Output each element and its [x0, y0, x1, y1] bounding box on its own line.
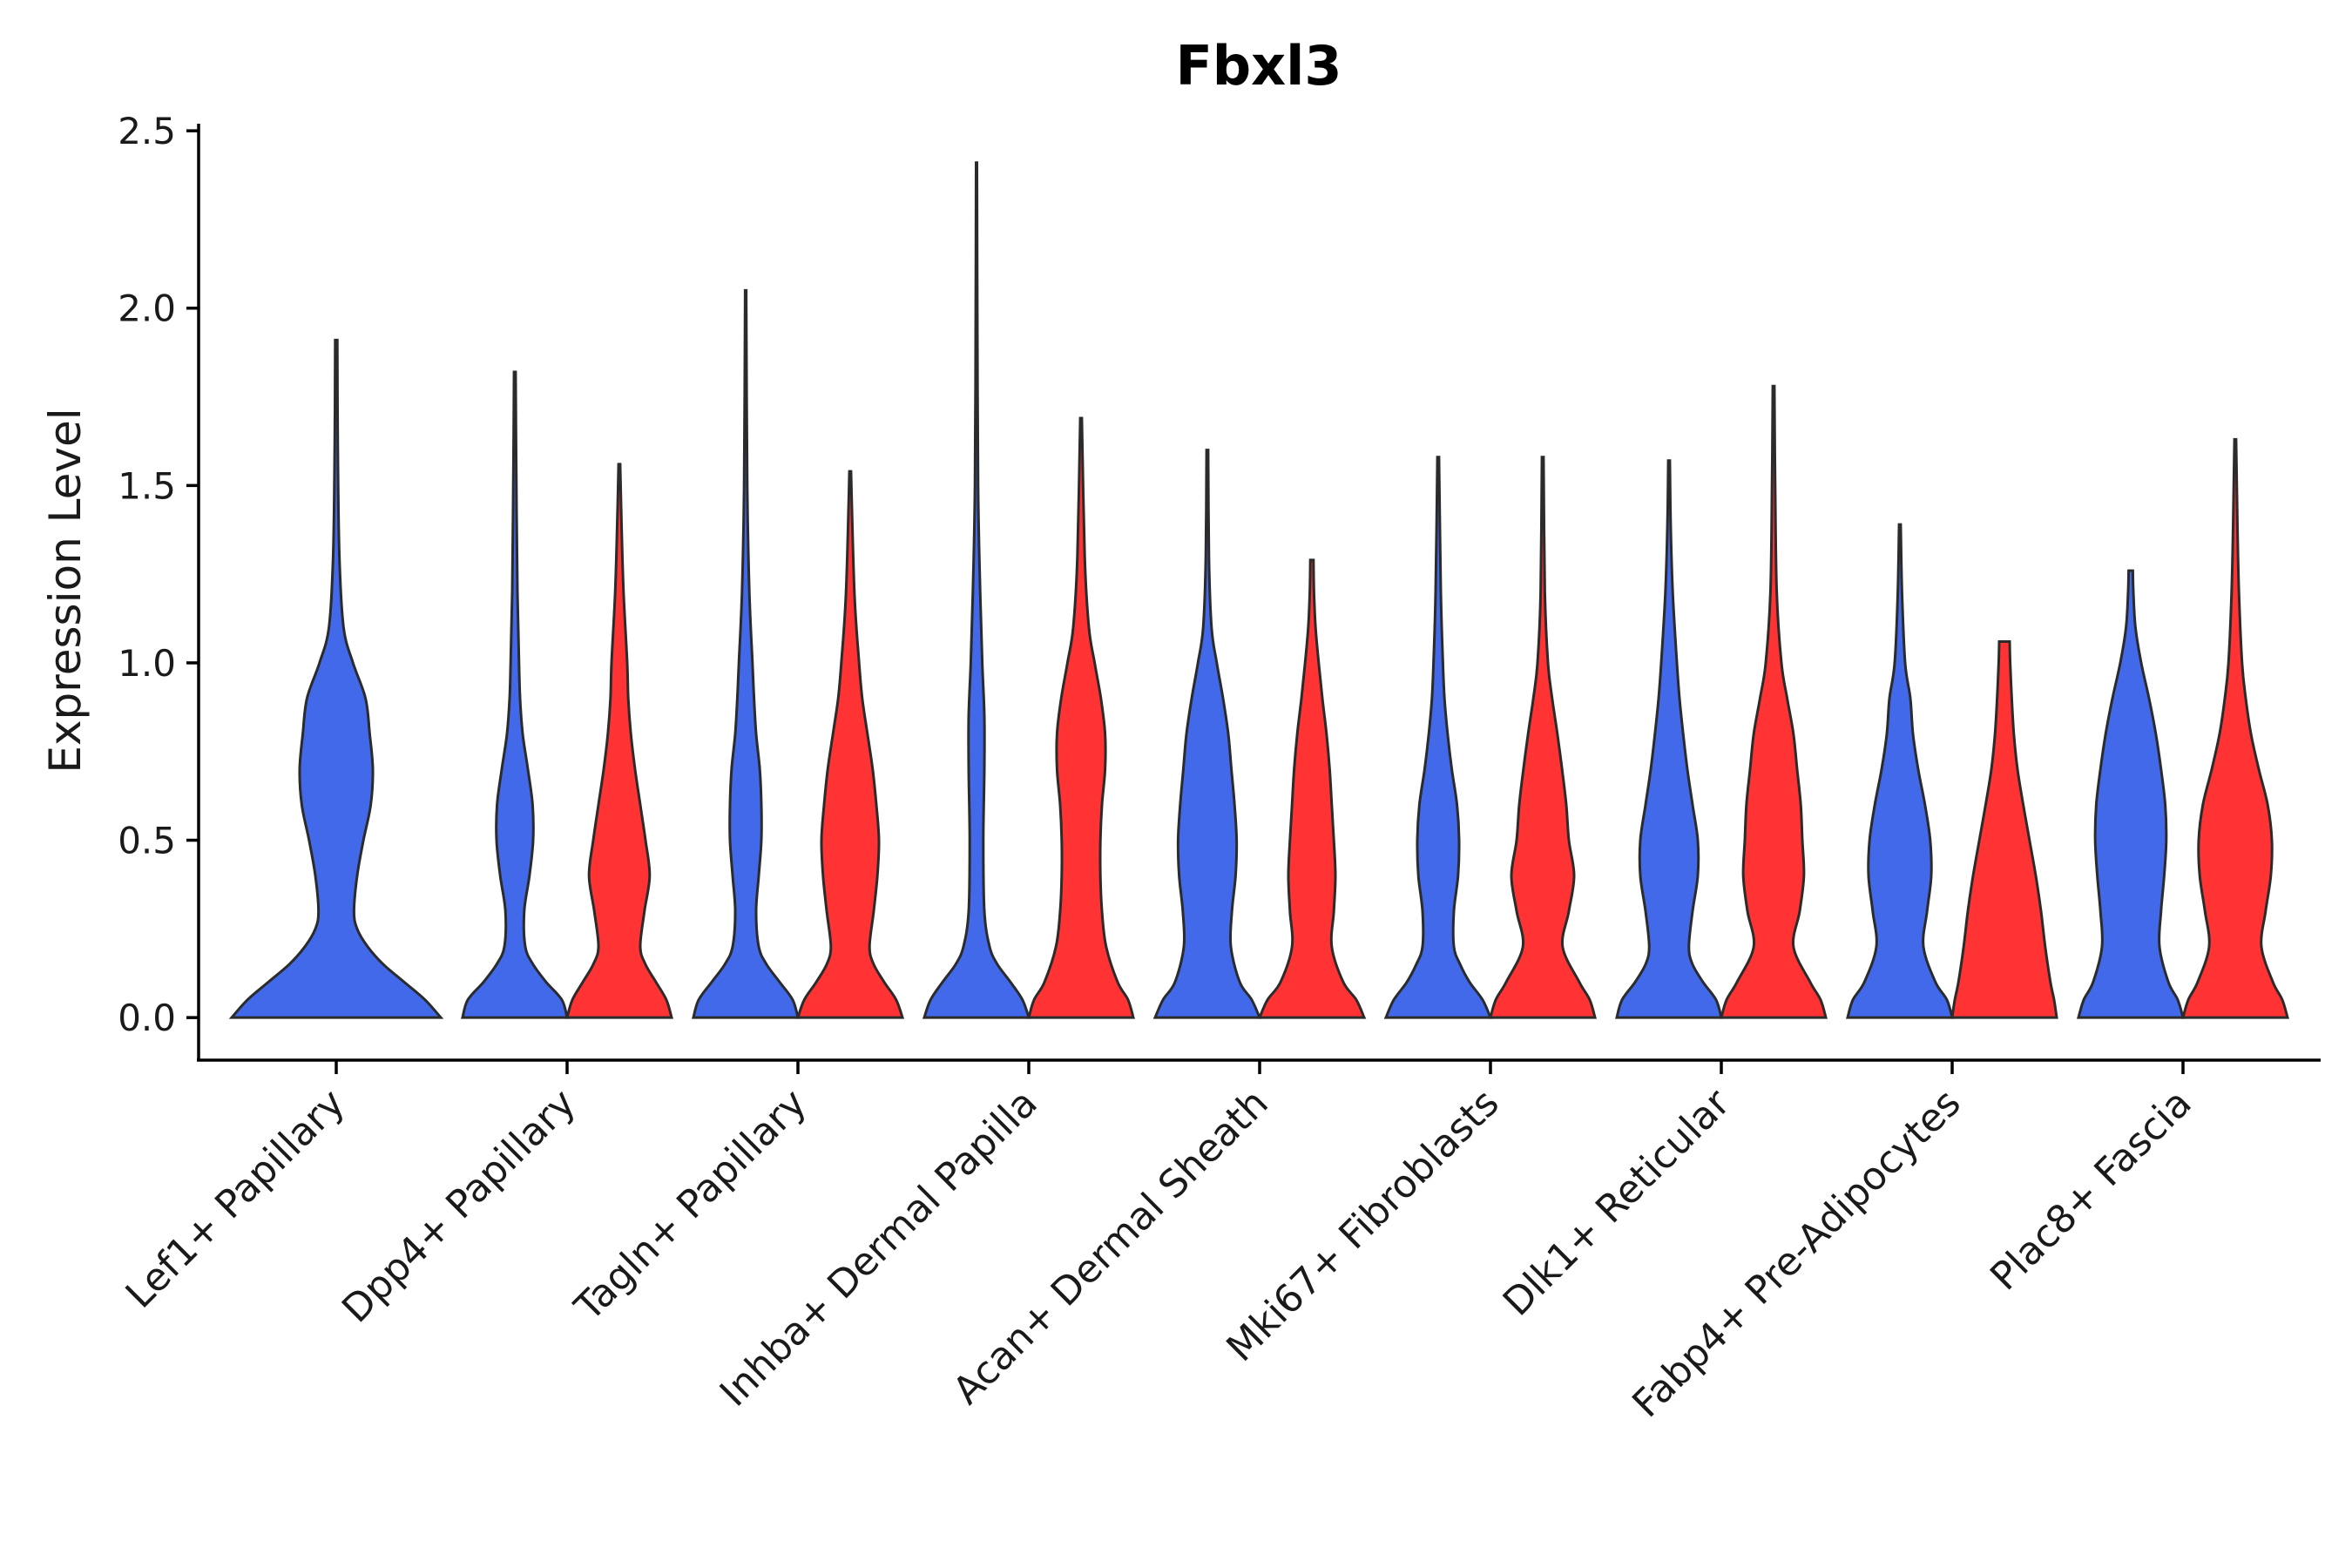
x-tick-label: Lef1+ Papillary [118, 1081, 354, 1317]
violin-red [1026, 416, 1136, 1019]
x-tick-label: Dlk1+ Reticular [1495, 1080, 1740, 1325]
violin-blue [228, 338, 444, 1019]
violin-red [1257, 558, 1367, 1019]
violin-red [564, 463, 674, 1019]
violin-blue [1845, 523, 1955, 1019]
violin-blue [691, 288, 801, 1019]
violin-red [2180, 437, 2290, 1019]
y-axis-label: Expression Level [40, 408, 91, 773]
y-ticks-layer: 0.0 0.5 1.0 1.5 2.0 2.5 [118, 110, 199, 1039]
y-tick-label: 0.0 [118, 997, 176, 1039]
violin-red [795, 470, 905, 1019]
violin-red [1950, 640, 2058, 1019]
chart-title: Fbxl3 [1175, 34, 1342, 98]
violin-blue [1614, 459, 1724, 1019]
x-tick-label: Tagln+ Papillary [566, 1081, 815, 1330]
y-tick-label: 2.5 [118, 110, 176, 152]
x-tick-label: Plac8+ Fascia [1982, 1081, 2200, 1300]
violins-layer [228, 161, 2290, 1019]
violin-red [1488, 456, 1598, 1019]
y-tick-label: 1.0 [118, 642, 176, 685]
violin-blue [1152, 449, 1262, 1019]
violin-blue [460, 370, 570, 1019]
y-tick-label: 1.5 [118, 464, 176, 507]
y-tick-label: 2.0 [118, 287, 176, 330]
violin-blue [2076, 569, 2186, 1019]
x-tick-label: Dpp4+ Papillary [334, 1081, 585, 1332]
violin-blue [922, 161, 1031, 1019]
violin-blue [1383, 456, 1493, 1019]
violin-red [1719, 384, 1828, 1019]
y-tick-label: 0.5 [118, 820, 176, 862]
